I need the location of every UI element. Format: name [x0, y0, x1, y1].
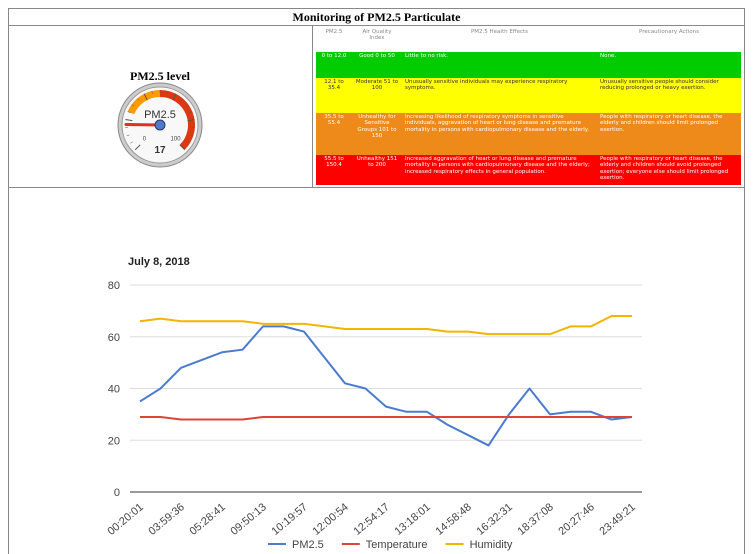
gauge-tick — [143, 93, 148, 101]
x-tick-label: 10:19:57 — [269, 501, 310, 538]
gauge-min-label: 0 — [143, 137, 147, 143]
gauge-tick — [134, 144, 141, 151]
gauge-value: 17 — [154, 145, 166, 156]
gauge-max-label: 100 — [171, 137, 182, 143]
gauge-tick — [179, 144, 186, 151]
aqi-table: PM2.5 Air Quality Index PM2.5 Health Effec… — [316, 28, 741, 185]
x-tick-label: 23:49:21 — [597, 501, 638, 538]
gauge-hub — [154, 119, 166, 131]
table-cell: Unusually sensitive people should consid… — [600, 79, 719, 92]
gauge-tick — [189, 111, 193, 113]
gauge-band — [160, 90, 196, 150]
table-cell: 55.5 to 150.4 — [324, 156, 344, 169]
gauge-tick — [167, 90, 169, 94]
chart-title: July 8, 2018 — [128, 256, 190, 268]
table-row: 35.5 to 55.4 Unhealthy for Sensitive Grou… — [316, 113, 741, 155]
table-cell: Increasing likelihood of respiratory sym… — [405, 114, 589, 133]
table-header-cell: PM2.5 Health Effects — [402, 28, 597, 52]
gauge-tick — [126, 134, 130, 137]
gauge-tick — [151, 90, 153, 94]
gauge-tick — [172, 93, 177, 101]
x-tick-label: 00:20:01 — [105, 501, 146, 538]
x-tick-label: 12:54:17 — [351, 501, 392, 538]
chart-panel — [8, 187, 745, 554]
table-cell: Increased aggravation of heart or lung d… — [405, 156, 590, 175]
x-tick-label: 16:32:31 — [474, 501, 515, 538]
x-tick-label: 03:59:36 — [146, 501, 187, 538]
gauge-tick — [125, 119, 133, 122]
gauge-tick — [185, 104, 189, 107]
table-header: PM2.5 Air Quality Index PM2.5 Health Effec… — [316, 28, 741, 52]
gauge-needle — [124, 122, 162, 127]
x-tick-label: 14:58:48 — [433, 501, 474, 538]
gauge-tick — [190, 134, 194, 137]
gauge-tick — [180, 98, 183, 101]
line — [139, 315, 632, 336]
gauge-tick — [130, 141, 133, 144]
legend-label: Humidity — [470, 539, 513, 551]
table-row: 12.1 to 35.4 Moderate 51 to 100 Unusually … — [316, 78, 741, 113]
table-cell: Little to no risk. — [405, 53, 449, 59]
x-tick-label: 12:00:54 — [310, 501, 351, 538]
gauge-tick — [187, 119, 195, 122]
table-header-cell: Air Quality Index — [352, 28, 402, 52]
table-cell: Unhealthy 151 to 200 — [356, 156, 398, 169]
y-tick-label: 80 — [108, 280, 120, 292]
table-row: 55.5 to 150.4 Unhealthy 151 to 200 Increas… — [316, 155, 741, 185]
line — [139, 325, 633, 447]
gauge-label: PM2.5 — [144, 109, 176, 121]
y-tick-label: 40 — [108, 384, 120, 396]
gauge-tick — [131, 104, 135, 107]
table-cell: People with respiratory or heart disease… — [600, 156, 729, 182]
table-cell: 0 to 12.0 — [321, 53, 347, 59]
table-cell: Good 0 to 50 — [359, 53, 395, 59]
gauge-band — [127, 90, 160, 115]
table-cell: People with respiratory or heart disease… — [600, 114, 723, 133]
table-row: 0 to 12.0 Good 0 to 50 Little to no risk. N… — [316, 52, 741, 78]
y-tick-label: 60 — [108, 332, 120, 344]
gauge-tick — [187, 141, 190, 144]
table-cell: 35.5 to 55.4 — [324, 114, 344, 127]
gauge-tick — [137, 98, 140, 101]
line — [140, 415, 632, 421]
x-tick-label: 13:18:01 — [392, 501, 433, 538]
legend-label: PM2.5 — [292, 539, 324, 551]
gauge-tick — [127, 111, 131, 113]
table-header-cell: PM2.5 — [316, 28, 352, 52]
y-tick-label: 20 — [108, 435, 120, 447]
legend-label: Temperature — [366, 539, 428, 551]
table-cell: 12.1 to 35.4 — [324, 79, 344, 92]
x-tick-label: 05:28:41 — [187, 501, 228, 538]
x-tick-label: 20:27:46 — [556, 501, 597, 538]
table-header-cell: Precautionary Actions — [597, 28, 741, 52]
table-cell: Moderate 51 to 100 — [355, 79, 399, 92]
x-tick-label: 18:37:08 — [515, 501, 556, 538]
gauge-title: PM2.5 level — [130, 69, 191, 83]
y-tick-label: 0 — [114, 487, 120, 499]
table-cell: Unhealthy for Sensitive Groups 101 to 15… — [357, 114, 397, 140]
table-cell: Unusually sensitive individuals may expe… — [405, 79, 568, 92]
x-tick-label: 09:50:13 — [228, 501, 269, 538]
table-cell: None. — [600, 53, 617, 59]
